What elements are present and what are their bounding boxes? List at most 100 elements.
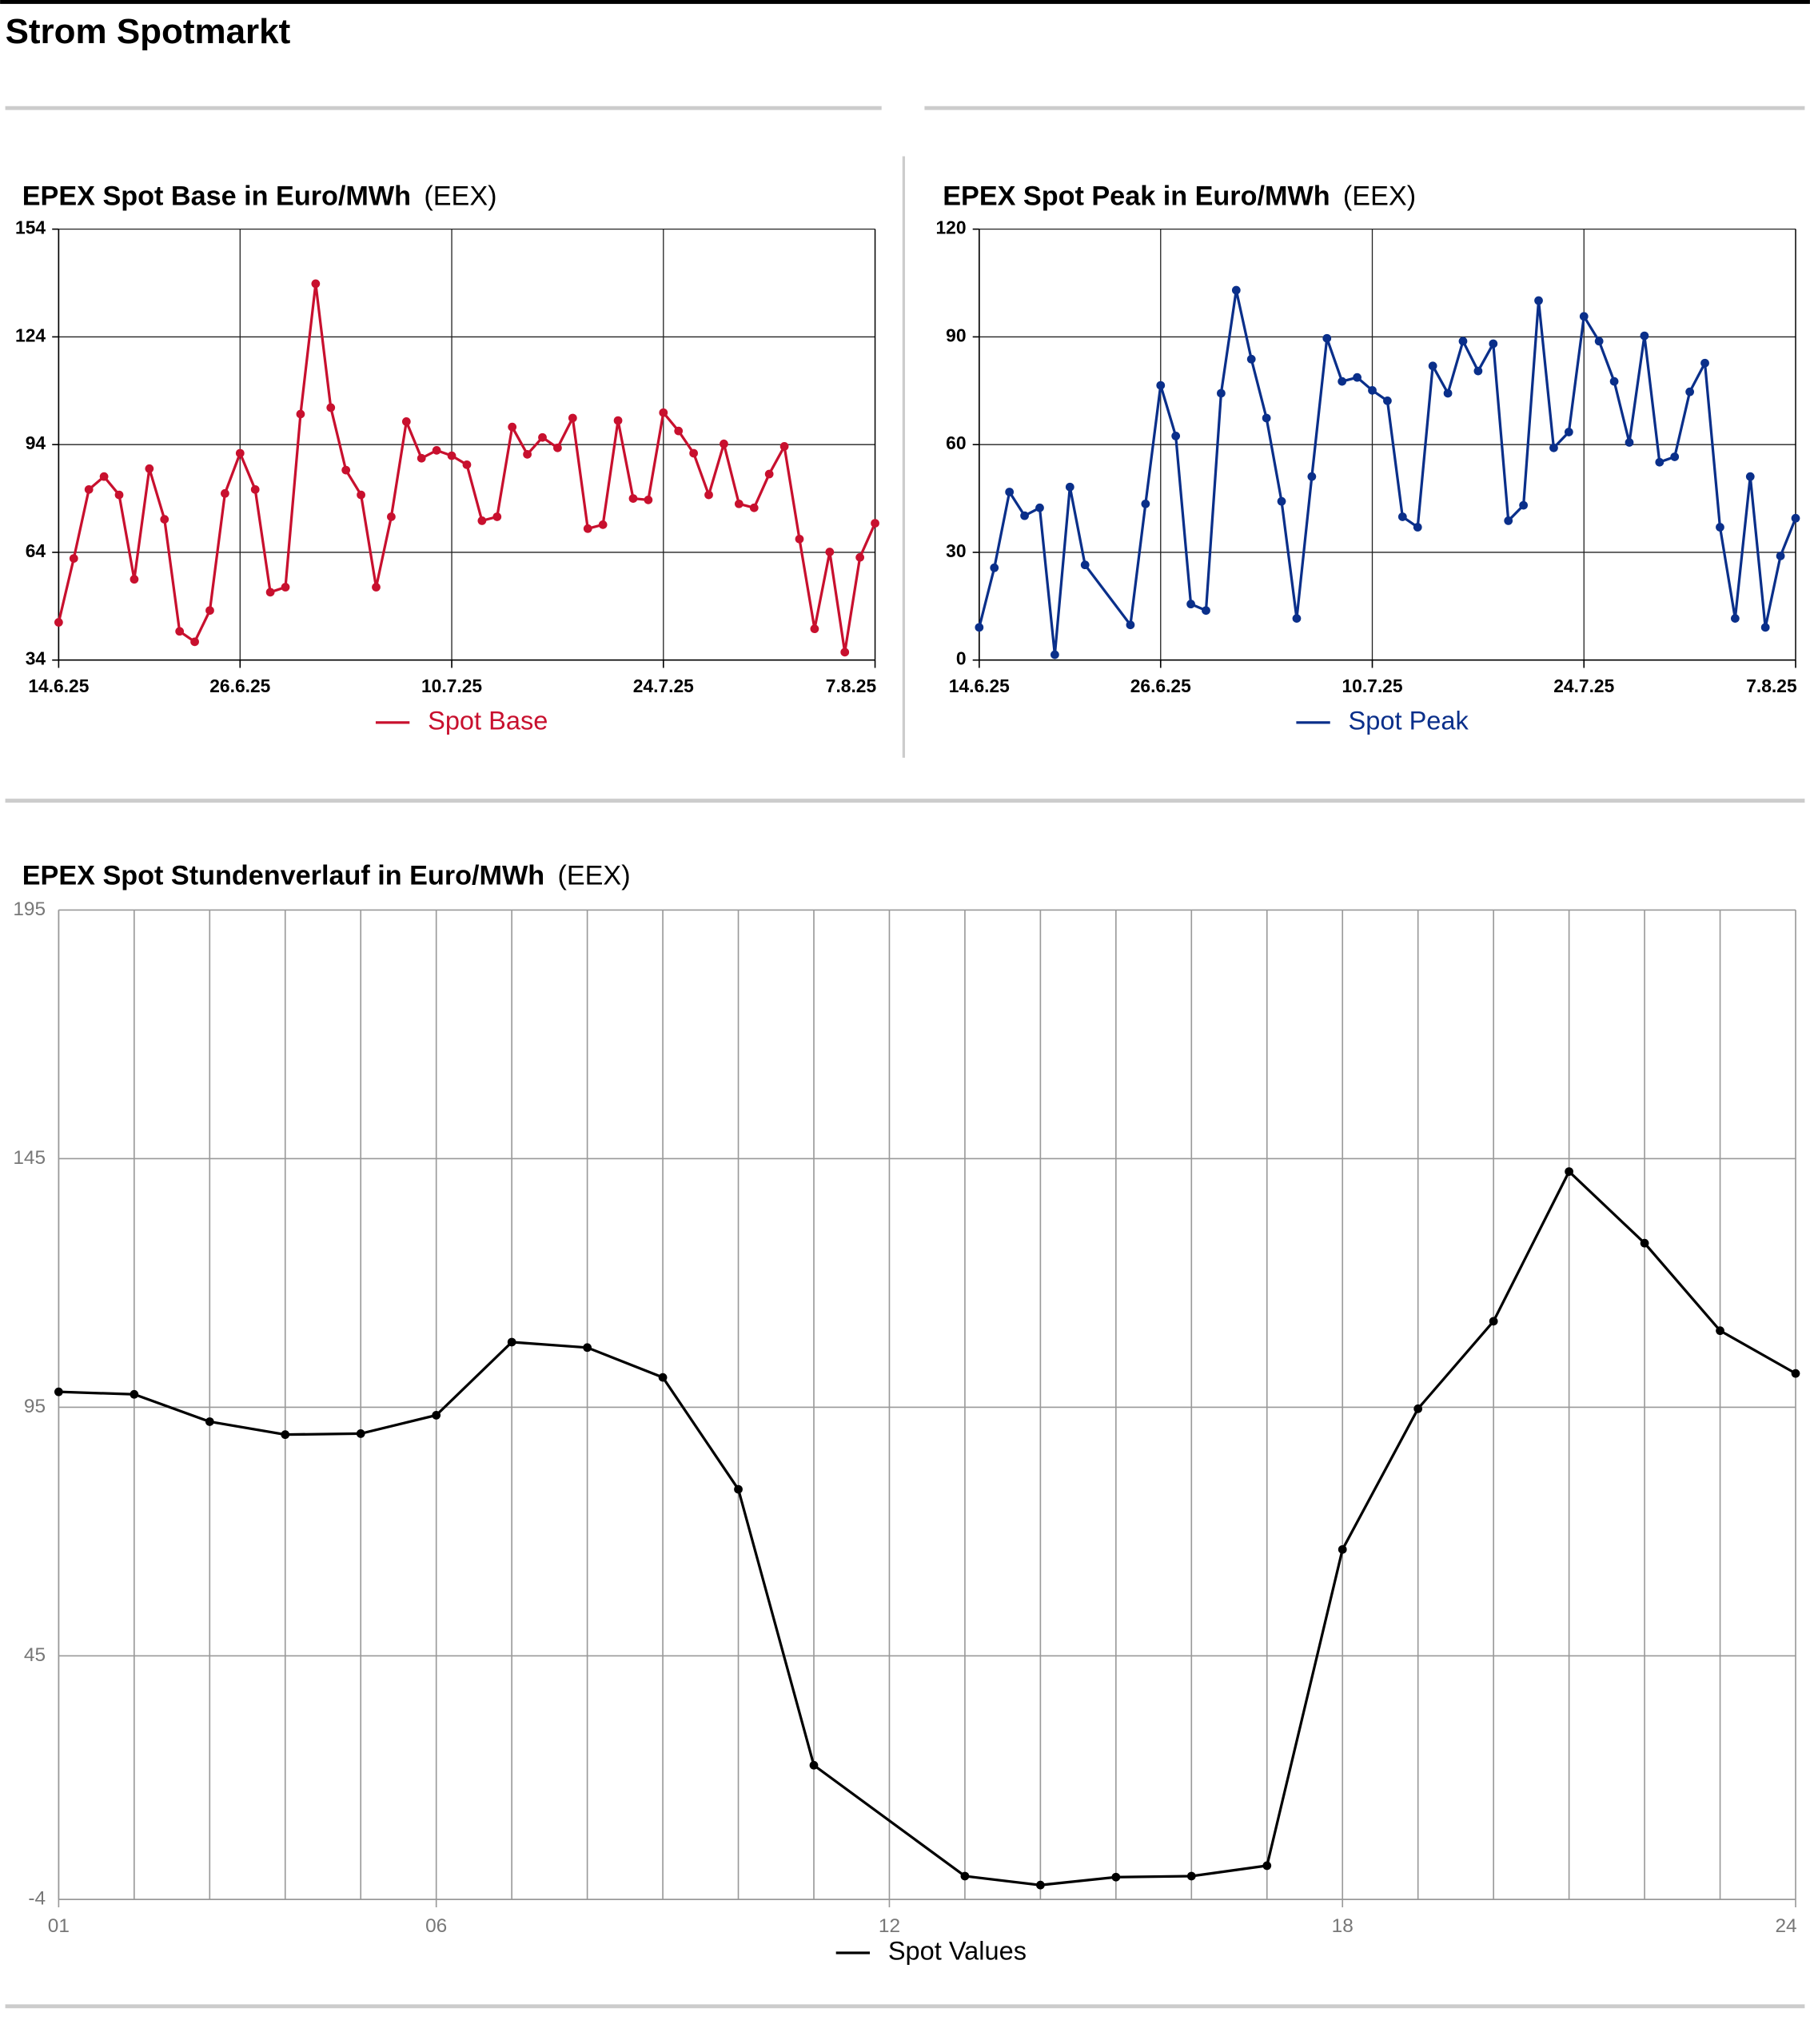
chart-subtitle: (EEX): [1343, 181, 1416, 212]
point: [1655, 457, 1664, 467]
point: [1111, 1872, 1121, 1882]
point: [704, 490, 713, 500]
point: [175, 627, 185, 636]
point: [1141, 499, 1150, 508]
legend-label: Spot Peak: [1349, 707, 1469, 735]
point: [840, 647, 850, 657]
point: [855, 552, 865, 562]
point: [1156, 381, 1166, 390]
point: [130, 1389, 139, 1399]
point: [1685, 387, 1695, 396]
point: [1277, 496, 1286, 506]
point: [341, 465, 351, 475]
point: [54, 618, 63, 627]
point: [613, 416, 623, 425]
point: [1262, 413, 1271, 423]
point: [1051, 650, 1059, 659]
point: [538, 432, 547, 442]
point: [1065, 482, 1074, 492]
point: [1035, 503, 1044, 512]
point: [114, 490, 124, 500]
x-tick-label: 7.8.25: [826, 675, 877, 696]
point: [1489, 1317, 1498, 1326]
x-tick-label: 24: [1775, 1915, 1796, 1937]
point: [356, 1429, 365, 1438]
x-tick-label: 24.7.25: [633, 675, 694, 696]
point: [1080, 560, 1090, 570]
point: [598, 520, 608, 529]
point: [1338, 377, 1347, 386]
point: [1565, 1167, 1573, 1176]
point: [825, 548, 835, 556]
point: [250, 484, 260, 494]
point: [1776, 552, 1785, 560]
y-tick-label: -4: [28, 1888, 46, 1910]
point: [99, 472, 109, 481]
point: [1730, 614, 1740, 623]
point: [1368, 385, 1377, 395]
point: [1640, 1238, 1649, 1248]
point: [221, 488, 229, 498]
point: [205, 1417, 214, 1426]
point: [401, 417, 411, 426]
point: [326, 403, 336, 412]
x-tick-label: 26.6.25: [1130, 675, 1191, 696]
point: [1716, 1326, 1724, 1336]
point: [508, 422, 517, 432]
point: [1700, 358, 1709, 368]
point: [1458, 337, 1468, 346]
point: [583, 524, 592, 533]
x-tick-label: 10.7.25: [1342, 675, 1402, 696]
point: [1413, 523, 1422, 532]
point: [130, 575, 139, 584]
point: [492, 512, 502, 521]
point: [1670, 452, 1680, 461]
chart-title: EPEX Spot Stundenverlauf in Euro/MWh (EEX…: [22, 861, 631, 891]
point: [1489, 339, 1498, 349]
point: [84, 484, 94, 494]
chart-subtitle: (EEX): [424, 181, 496, 212]
point: [1397, 512, 1407, 521]
point: [583, 1343, 592, 1353]
point: [417, 453, 426, 463]
point: [1579, 312, 1589, 321]
point: [1413, 1404, 1423, 1413]
point: [1745, 472, 1755, 481]
y-tick-label: 120: [936, 217, 967, 238]
point: [990, 563, 999, 572]
point: [1202, 606, 1210, 616]
x-tick-label: 06: [425, 1915, 447, 1937]
point: [795, 534, 804, 544]
point: [372, 583, 381, 592]
chart-subtitle: (EEX): [557, 861, 630, 891]
point: [1231, 285, 1241, 295]
point: [1186, 600, 1195, 609]
y-tick-label: 124: [15, 325, 46, 345]
y-tick-label: 34: [26, 648, 46, 669]
point: [235, 448, 245, 458]
point: [1126, 620, 1135, 630]
point: [1594, 337, 1604, 346]
y-tick-label: 60: [946, 432, 966, 453]
x-tick-label: 24.7.25: [1553, 675, 1614, 696]
point: [734, 499, 744, 508]
x-tick-label: 01: [48, 1915, 70, 1937]
point: [1005, 488, 1015, 496]
point: [1760, 623, 1770, 632]
point: [628, 494, 638, 503]
point: [1292, 614, 1302, 623]
point: [764, 469, 774, 479]
y-tick-label: 30: [946, 540, 966, 561]
chart-title-text: EPEX Spot Stundenverlauf in Euro/MWh: [22, 861, 544, 891]
point: [975, 623, 984, 632]
point: [1640, 331, 1649, 341]
point: [1246, 354, 1256, 364]
point: [689, 448, 698, 458]
point: [1353, 373, 1361, 382]
point: [960, 1871, 970, 1881]
page-title: Strom Spotmarkt: [6, 12, 291, 51]
point: [644, 495, 653, 504]
point: [674, 426, 684, 436]
point: [1307, 472, 1317, 481]
